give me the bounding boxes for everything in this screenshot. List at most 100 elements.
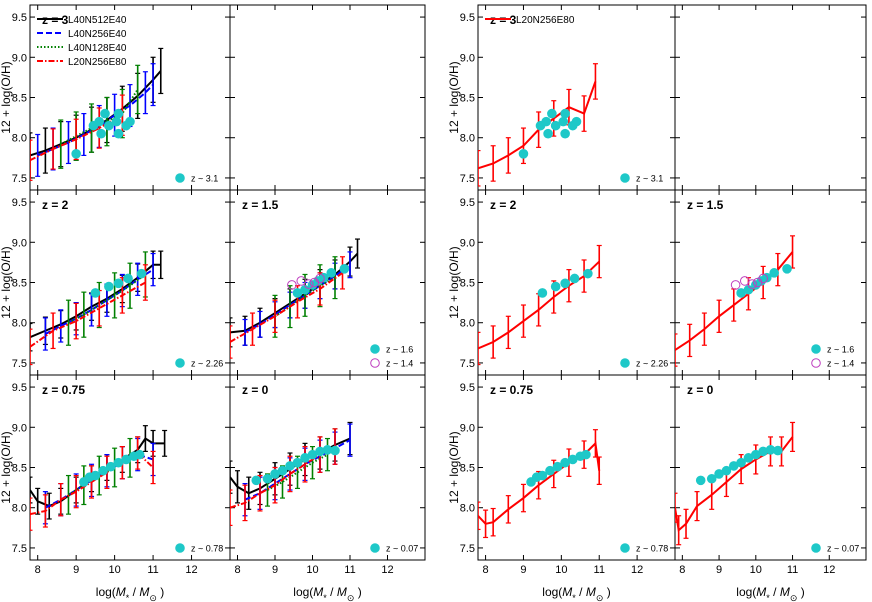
x-tick-label: 12 (631, 564, 643, 576)
x-tick-label: 8 (35, 564, 41, 576)
y-tick-label: 8.0 (460, 318, 475, 330)
y-tick-label: 8.5 (460, 93, 475, 105)
y-axis-label: 12 + log(O/H) (447, 246, 461, 318)
obs-legend-label: z ~ 0.78 (636, 544, 668, 554)
panel-right-z2: 7.5 8.0 8.5 9.0 9.5 z ~ 2.26 z = 2 (460, 189, 676, 376)
legend-label: L40N512E40 (68, 15, 127, 26)
obs-point (545, 465, 555, 476)
y-tick-label: 9.5 (12, 197, 27, 209)
obs-legend-label: z ~ 2.26 (636, 359, 668, 369)
y-axis-label: 12 + log(O/H) (0, 61, 13, 133)
obs-legend-label: z ~ 3.1 (636, 174, 663, 184)
obs-point (558, 116, 569, 127)
redshift-label: z = 1.5 (242, 198, 279, 212)
obs-point (98, 465, 108, 476)
y-tick-label: 8.0 (12, 318, 27, 330)
obs-legend-marker (175, 173, 185, 183)
obs-point (134, 449, 145, 460)
plot-area (478, 63, 598, 187)
y-tick-label: 9.0 (12, 52, 27, 64)
x-tick-label: 9 (520, 564, 526, 576)
panel-left-z2: 7.5 8.0 8.5 9.0 9.5 z ~ 2.26 z = 2 (12, 189, 231, 376)
legend-label: L40N128E40 (68, 43, 127, 54)
y-tick-label: 7.5 (460, 358, 475, 370)
series-line (67, 273, 146, 324)
y-tick-label: 7.5 (12, 358, 27, 370)
panel-frame (229, 4, 426, 191)
y-tick-label: 7.5 (12, 543, 27, 555)
y-tick-label: 9.0 (12, 237, 27, 249)
obs-point (90, 470, 101, 481)
obs-legend-label: z ~ 1.4 (386, 359, 413, 369)
obs-point (105, 461, 116, 472)
plot-area (675, 421, 796, 546)
x-tick-label: 10 (555, 564, 567, 576)
obs-point (96, 128, 106, 139)
legend: L40N512E40 L40N256E40 L40N128E40 L20N256E80 (37, 15, 127, 68)
panel-mid-z0: 8 9 10 11 12 z ~ 0.07 z = 0 (229, 374, 426, 576)
y-tick-label: 7.5 (460, 543, 475, 555)
obs-point (262, 473, 273, 484)
obs-legend-marker (370, 543, 380, 553)
plot-area (675, 235, 796, 367)
panel-left-z3: 7.58.08.59.09.5z ~ 3.1z = 3L40N512E40L40… (12, 4, 231, 191)
redshift-label: z = 0.75 (42, 383, 85, 397)
obs-legend-label: z ~ 1.4 (827, 359, 854, 369)
plot-area (478, 429, 602, 539)
y-tick-label: 8.5 (460, 278, 475, 290)
obs-legend-marker (370, 358, 380, 368)
obs-legend-label: z ~ 1.6 (827, 345, 854, 355)
plot-area (478, 244, 602, 366)
series-line (274, 276, 336, 318)
legend: L20N256E80 (485, 15, 575, 26)
x-tick-label: 8 (679, 564, 685, 576)
obs-point (123, 273, 133, 284)
obs-legend-label: z ~ 0.78 (191, 544, 223, 554)
redshift-label: z = 1.5 (687, 198, 724, 212)
series-line (44, 268, 154, 335)
obs-point (758, 273, 768, 284)
panel-frame (477, 374, 676, 561)
x-tick-label: 12 (185, 564, 197, 576)
obs-point (537, 288, 548, 298)
obs-point (583, 268, 593, 279)
panel-right-z1p5: z ~ 1.6 z ~ 1.4 z = 1.5 (674, 189, 867, 376)
y-tick-label: 9.0 (460, 52, 475, 64)
redshift-label: z = 0.75 (490, 383, 533, 397)
obs-point (90, 288, 101, 298)
obs-point (125, 116, 135, 127)
obs-legend-marker (620, 358, 630, 368)
y-tick-label: 9.0 (12, 422, 27, 434)
x-tick-label: 8 (234, 564, 240, 576)
y-axis-label: 12 + log(O/H) (447, 61, 461, 133)
y-axis-label: 12 + log(O/H) (447, 431, 461, 503)
y-tick-label: 8.5 (12, 278, 27, 290)
obs-point (330, 445, 340, 456)
y-tick-label: 8.5 (460, 463, 475, 475)
x-tick-label: 11 (594, 564, 605, 576)
y-axis-label: 12 + log(O/H) (0, 431, 13, 503)
obs-point (104, 120, 114, 131)
y-tick-label: 9.5 (460, 382, 475, 394)
x-tick-label: 9 (716, 564, 722, 576)
x-tick-label: 11 (344, 564, 355, 576)
panel-mid-z1p5: z ~ 1.6 z ~ 1.4 z = 1.5 (229, 189, 426, 376)
plot-area (30, 47, 164, 181)
legend-label: L40N256E40 (68, 29, 127, 40)
redshift-label: z = 2 (490, 198, 517, 212)
y-tick-label: 9.5 (460, 12, 475, 24)
obs-point (287, 280, 297, 290)
obs-point (721, 465, 732, 476)
x-tick-label: 9 (73, 564, 79, 576)
obs-point (695, 475, 706, 486)
obs-point (560, 108, 570, 119)
redshift-label: z = 0 (242, 383, 269, 397)
panel-mid-z3 (229, 4, 426, 191)
obs-point (769, 268, 779, 278)
x-axis-label: log(M* / M⊙ ) (96, 585, 164, 602)
obs-point (550, 120, 561, 131)
obs-point (571, 116, 582, 127)
y-tick-label: 8.0 (12, 133, 27, 145)
x-axis-label: log(M* / M⊙ ) (293, 585, 361, 602)
